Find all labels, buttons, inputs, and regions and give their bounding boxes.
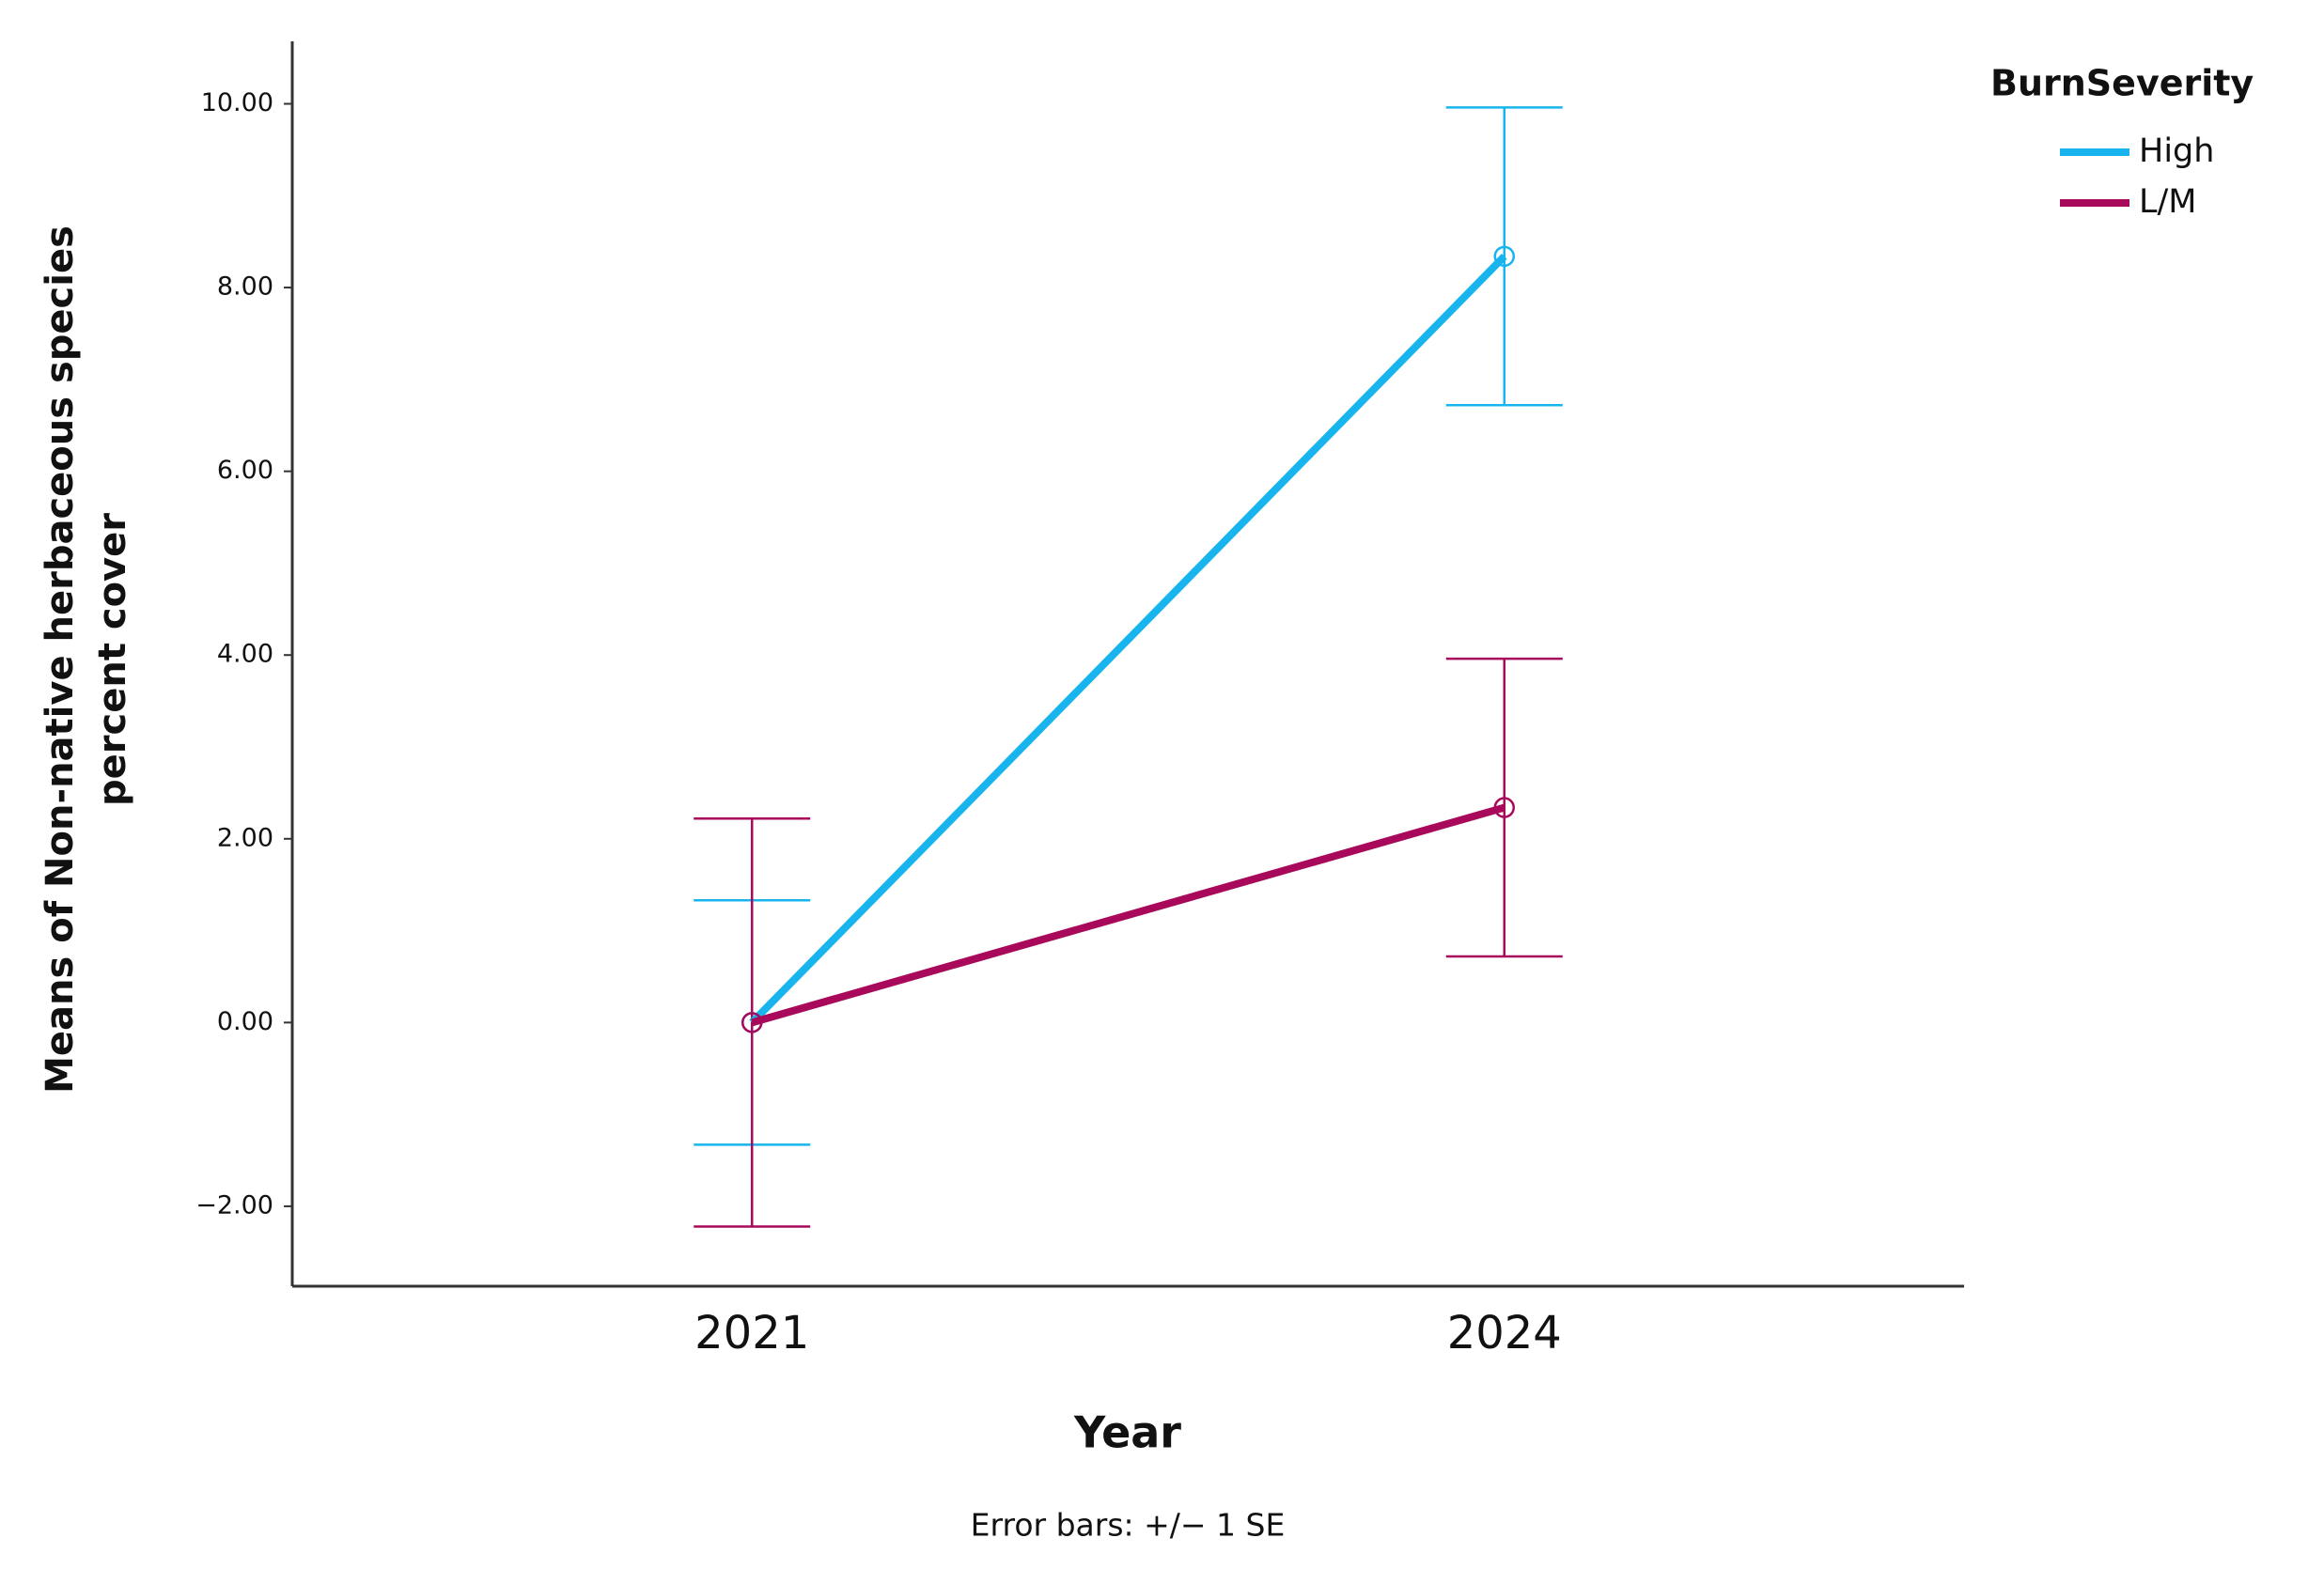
note: Error bars: +/− 1 SE [971, 1507, 1286, 1544]
y-axis-title: Means of Non-native herbaceous species [39, 225, 82, 1094]
y-tick-label: 2.00 [217, 823, 273, 852]
x-axis-title: Year [1073, 1407, 1181, 1458]
point [1493, 245, 1516, 268]
x-tick-label: 2024 [1447, 1307, 1562, 1359]
series-line [751, 803, 1505, 1027]
y-tick-label: 8.00 [217, 272, 273, 302]
y-tick-label: 6.00 [217, 456, 273, 485]
series-line [749, 254, 1507, 1026]
y-tick-label: −2.00 [195, 1190, 273, 1219]
point [1493, 797, 1516, 818]
point [741, 1012, 763, 1033]
legend-title: BurnSeverity [1990, 63, 2254, 104]
x-tick-label: 2021 [694, 1307, 809, 1359]
y-axis-title: percent cover [91, 513, 134, 806]
y-tick-label: 4.00 [217, 640, 273, 669]
legend-label: L/M [2139, 183, 2197, 221]
y-tick-label: 0.00 [217, 1007, 273, 1036]
y-tick-label: 10.00 [201, 88, 273, 117]
legend-label: High [2139, 132, 2214, 170]
